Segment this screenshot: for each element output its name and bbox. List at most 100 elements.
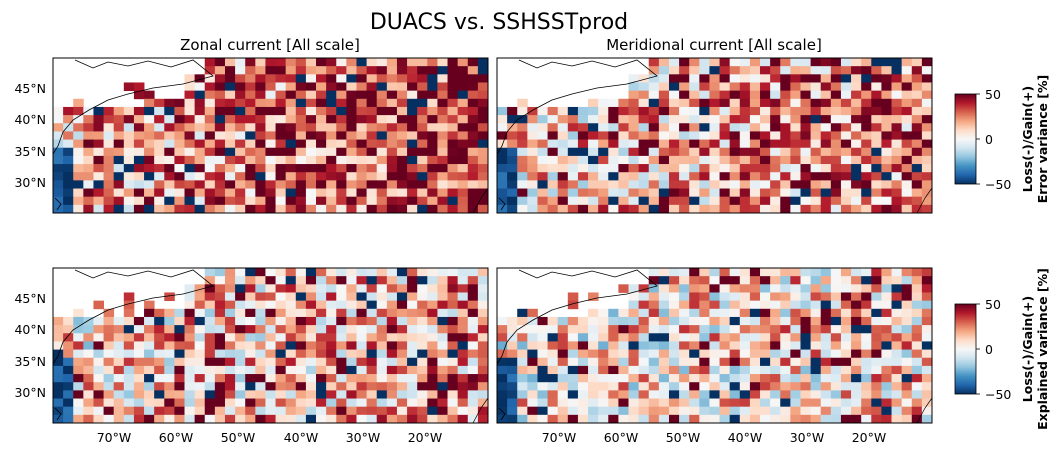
grid-cell bbox=[901, 58, 913, 67]
grid-cell bbox=[174, 123, 185, 132]
coastline bbox=[916, 397, 933, 424]
grid-cell bbox=[689, 325, 700, 334]
grid-cell bbox=[810, 292, 822, 302]
grid-cell bbox=[567, 406, 579, 416]
grid-cell bbox=[467, 74, 479, 83]
grid-cell bbox=[588, 98, 599, 108]
grid-cell bbox=[598, 164, 609, 173]
grid-cell bbox=[497, 398, 508, 408]
grid-cell bbox=[427, 123, 438, 132]
grid-cell bbox=[780, 390, 791, 399]
grid-cell bbox=[851, 196, 862, 206]
grid-cell bbox=[123, 374, 135, 383]
grid-cell bbox=[417, 374, 428, 383]
grid-cell bbox=[467, 292, 479, 302]
grid-cell bbox=[154, 155, 165, 165]
grid-cell bbox=[386, 374, 398, 383]
grid-cell bbox=[739, 406, 751, 416]
grid-cell bbox=[648, 139, 660, 149]
grid-cell bbox=[719, 139, 731, 149]
grid-cell bbox=[780, 374, 791, 383]
grid-cell bbox=[851, 66, 862, 75]
grid-cell bbox=[709, 90, 720, 100]
grid-cell bbox=[295, 82, 307, 92]
grid-cell bbox=[577, 390, 589, 399]
coastline bbox=[916, 187, 933, 214]
grid-cell bbox=[881, 284, 892, 293]
grid-cell bbox=[699, 341, 710, 350]
grid-cell bbox=[63, 164, 74, 173]
grid-cell bbox=[457, 390, 469, 399]
grid-cell bbox=[386, 365, 398, 375]
grid-cell bbox=[557, 382, 569, 391]
grid-cell bbox=[275, 406, 287, 416]
grid-cell bbox=[557, 131, 569, 140]
grid-cell bbox=[668, 204, 680, 214]
grid-cell bbox=[638, 325, 650, 334]
grid-cell bbox=[376, 82, 388, 92]
grid-cell bbox=[851, 374, 862, 383]
grid-cell bbox=[407, 164, 418, 173]
grid-cell bbox=[275, 374, 287, 383]
grid-cell bbox=[790, 66, 801, 75]
grid-cell bbox=[255, 357, 266, 367]
grid-cell bbox=[123, 406, 135, 416]
grid-cell bbox=[901, 308, 913, 318]
grid-cell bbox=[245, 147, 256, 157]
grid-cell bbox=[73, 325, 84, 334]
grid-cell bbox=[689, 82, 700, 92]
grid-cell bbox=[204, 147, 216, 157]
grid-cell bbox=[305, 139, 317, 149]
grid-cell bbox=[255, 90, 266, 100]
grid-cell bbox=[53, 374, 64, 383]
grid-cell bbox=[891, 155, 903, 165]
grid-cell bbox=[861, 164, 872, 173]
grid-cell bbox=[224, 155, 236, 165]
grid-cell bbox=[749, 204, 761, 214]
grid-cell bbox=[93, 365, 104, 375]
grid-cell bbox=[144, 316, 155, 326]
grid-cell bbox=[417, 188, 428, 198]
grid-cell bbox=[417, 123, 428, 132]
grid-cell bbox=[336, 164, 347, 173]
grid-cell bbox=[577, 123, 589, 132]
grid-cell bbox=[537, 325, 548, 334]
grid-cell bbox=[658, 196, 670, 206]
grid-cell bbox=[517, 115, 528, 124]
grid-cell bbox=[557, 123, 569, 132]
grid-cell bbox=[810, 131, 822, 140]
grid-cell bbox=[346, 390, 357, 399]
grid-cell bbox=[346, 398, 357, 408]
grid-cell bbox=[164, 382, 175, 391]
grid-cell bbox=[598, 98, 609, 108]
grid-cell bbox=[427, 276, 438, 285]
grid-cell bbox=[618, 325, 629, 334]
grid-cell bbox=[164, 390, 175, 399]
grid-cell bbox=[800, 292, 812, 302]
grid-cell bbox=[396, 196, 408, 206]
grid-cell bbox=[386, 292, 398, 302]
grid-cell bbox=[830, 82, 842, 92]
grid-cell bbox=[154, 172, 165, 181]
grid-cell bbox=[93, 123, 104, 132]
grid-cell bbox=[53, 123, 64, 132]
grid-cell bbox=[699, 316, 710, 326]
grid-cell bbox=[729, 292, 741, 302]
grid-cell bbox=[871, 196, 882, 206]
grid-cell bbox=[83, 325, 94, 334]
grid-cell bbox=[588, 341, 599, 350]
grid-cell bbox=[113, 349, 125, 359]
grid-cell bbox=[154, 131, 165, 140]
grid-cell bbox=[457, 325, 469, 334]
grid-cell bbox=[53, 131, 64, 140]
grid-cell bbox=[316, 115, 327, 124]
grid-cell bbox=[336, 300, 347, 310]
grid-cell bbox=[235, 374, 246, 383]
grid-cell bbox=[567, 357, 579, 367]
grid-cell bbox=[527, 123, 538, 132]
grid-cell bbox=[921, 398, 933, 408]
grid-cell bbox=[255, 139, 266, 149]
grid-cell bbox=[921, 374, 933, 383]
grid-cell bbox=[658, 300, 670, 310]
grid-cell bbox=[588, 172, 599, 181]
